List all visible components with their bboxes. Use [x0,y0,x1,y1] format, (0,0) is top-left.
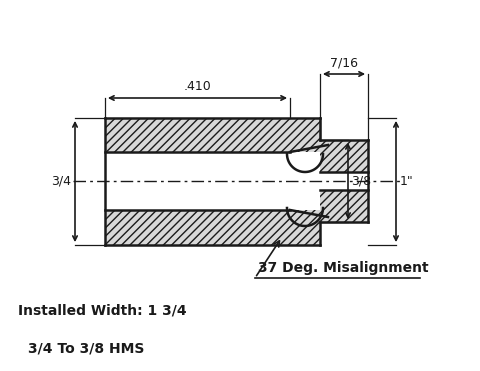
Bar [320,140,368,222]
Text: 7/16: 7/16 [330,56,358,69]
Bar [320,172,368,190]
Text: Installed Width: 1 3/4: Installed Width: 1 3/4 [18,303,187,317]
Text: 3/8: 3/8 [351,174,371,187]
Text: 3/4 To 3/8 HMS: 3/4 To 3/8 HMS [28,341,144,355]
Bar [105,118,320,245]
Text: .410: .410 [184,80,211,93]
Text: 3/4: 3/4 [51,175,71,188]
Text: 37 Deg. Misalignment: 37 Deg. Misalignment [258,261,429,275]
Bar [105,152,320,210]
Text: 1": 1" [400,175,414,188]
